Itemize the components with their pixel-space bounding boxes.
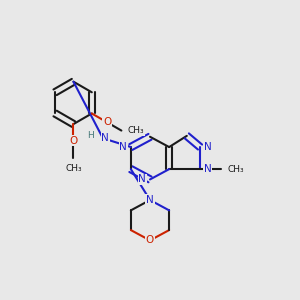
Text: N: N <box>101 133 109 143</box>
Text: O: O <box>69 136 78 146</box>
Text: H: H <box>87 131 94 140</box>
Text: CH₃: CH₃ <box>65 164 82 172</box>
Text: N: N <box>146 195 154 205</box>
Text: O: O <box>146 236 154 245</box>
Text: N: N <box>204 164 212 174</box>
Text: N: N <box>119 142 127 152</box>
Text: CH₃: CH₃ <box>227 165 244 174</box>
Text: CH₃: CH₃ <box>128 126 145 135</box>
Text: O: O <box>103 117 111 127</box>
Text: N: N <box>139 174 146 184</box>
Text: N: N <box>204 142 212 152</box>
